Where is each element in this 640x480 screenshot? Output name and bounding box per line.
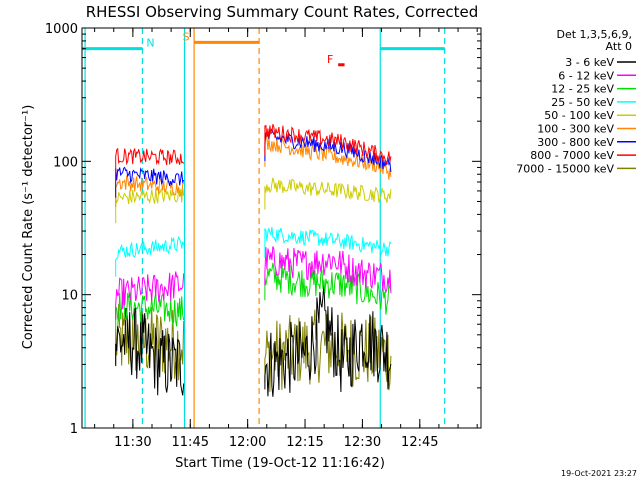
series-line [115,291,185,331]
legend-label: 300 - 800 keV [537,136,614,149]
legend-label: 7000 - 15000 keV [516,162,614,175]
legend-label: 100 - 300 keV [537,123,614,136]
plot-frame [81,27,482,429]
series-line [115,187,185,224]
x-axis-label: Start Time (19-Oct-12 11:16:42) [175,456,385,471]
series-line [115,236,185,277]
legend-label: 3 - 6 keV [565,56,614,69]
legend-label: 6 - 12 keV [558,69,614,82]
series-line [115,307,185,396]
flag-label-n: N [146,37,154,50]
timestamp: 19-Oct-2021 23:27 [561,469,637,478]
series-line [264,246,392,294]
series-line [264,262,392,315]
series-12-25-kev [115,262,392,331]
y-tick-label: 1000 [45,22,78,37]
x-tick-label: 11:45 [172,435,209,450]
x-tick-label: 12:30 [344,435,381,450]
legend-label: 800 - 7000 keV [530,149,614,162]
legend-header-line-1: Det 1,3,5,6,9, [556,28,632,41]
series-line [115,174,185,207]
y-axis-label: Corrected Count Rate (s⁻¹ detector⁻¹) [21,105,36,350]
series-3-6-kev [115,284,392,397]
flag-label-s: S [183,30,190,43]
series-6-12-kev [115,246,392,320]
legend-label: 50 - 100 keV [544,109,614,122]
series-line [115,271,185,320]
series-line [264,284,392,397]
series-layer [115,124,392,397]
y-tick-label: 1 [70,422,78,437]
series-line [264,124,392,165]
legend-label: 12 - 25 keV [551,83,614,96]
x-tick-label: 11:30 [114,435,151,450]
series-line [115,166,185,198]
legend-header-line-2: Att 0 [606,40,632,53]
x-tick-label: 12:00 [229,435,266,450]
x-tick-label: 12:45 [401,435,438,450]
chart-title: RHESSI Observing Summary Count Rates, Co… [86,3,479,21]
series-line [115,147,185,181]
legend-label: 25 - 50 keV [551,96,614,109]
flags-layer: N S F [82,28,446,428]
flag-label-f: F [327,53,333,66]
series-line [264,226,392,258]
series-line [264,177,392,210]
y-tick-label: 10 [61,289,78,304]
series-25-50-kev [115,226,392,277]
x-tick-label: 12:15 [286,435,323,450]
series-line [264,133,392,180]
y-tick-label: 100 [53,155,78,170]
axes-layer: 1 10 100 1000 11:30 11:45 12:00 12:15 12:30 12:45 [45,22,482,450]
series-50-100-kev [115,177,392,224]
series-800-7000-kev [115,124,392,181]
series-100-300-kev [115,133,392,207]
